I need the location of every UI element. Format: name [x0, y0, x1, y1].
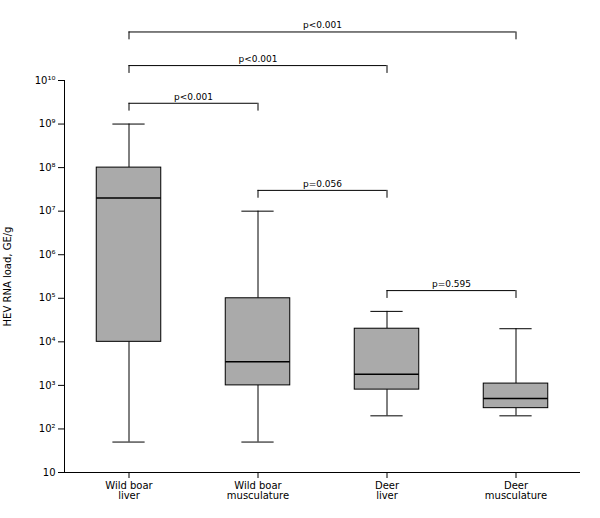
svg-text:10: 10 — [43, 467, 56, 478]
svg-text:Wild boarliver: Wild boarliver — [105, 480, 153, 501]
svg-text:10³: 10³ — [39, 380, 56, 391]
svg-text:Deerliver: Deerliver — [375, 480, 400, 501]
svg-text:10¹⁰: 10¹⁰ — [35, 75, 56, 86]
svg-text:10⁵: 10⁵ — [39, 292, 56, 303]
svg-text:Deermusculature: Deermusculature — [485, 480, 547, 501]
svg-text:Wild boarmusculature: Wild boarmusculature — [227, 480, 289, 501]
svg-text:p<0.001: p<0.001 — [174, 92, 213, 102]
svg-text:10²: 10² — [39, 423, 56, 434]
svg-text:p=0.595: p=0.595 — [432, 279, 471, 289]
svg-text:p=0.056: p=0.056 — [303, 179, 342, 189]
svg-text:p<0.001: p<0.001 — [303, 20, 342, 30]
svg-text:10⁶: 10⁶ — [39, 249, 56, 260]
svg-text:10⁸: 10⁸ — [39, 162, 56, 173]
svg-text:p<0.001: p<0.001 — [238, 54, 277, 64]
svg-text:10⁴: 10⁴ — [39, 336, 56, 347]
svg-text:10⁷: 10⁷ — [39, 205, 56, 216]
svg-text:HEV RNA load, GE/g: HEV RNA load, GE/g — [2, 227, 13, 327]
svg-text:10⁹: 10⁹ — [39, 118, 56, 129]
